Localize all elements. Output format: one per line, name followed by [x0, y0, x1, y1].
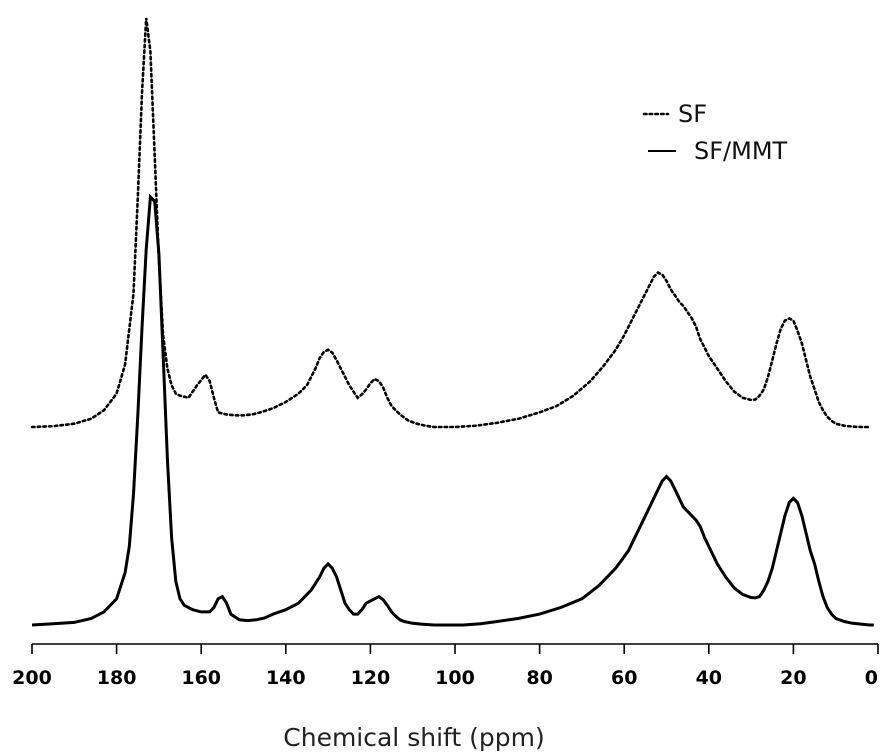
legend-label-sfmmt: SF/MMT: [694, 137, 788, 165]
x-axis-title: Chemical shift (ppm): [283, 723, 544, 752]
x-axis-tick-labels: 200 180 160 140 120 100 80 60 40 20 0: [12, 667, 878, 689]
plot-area: [30, 17, 874, 627]
x-tick-label-80: 80: [526, 667, 552, 689]
legend: SF SF/MMT: [642, 100, 788, 165]
x-tick-label-180: 180: [97, 667, 137, 689]
x-tick-label-160: 160: [181, 667, 221, 689]
x-axis-ticks: [31, 644, 879, 654]
x-tick-label-200: 200: [12, 667, 52, 689]
x-tick-label-140: 140: [266, 667, 306, 689]
x-tick-label-40: 40: [696, 667, 722, 689]
series-line-sfmmt: [31, 193, 874, 627]
x-tick-label-0: 0: [865, 667, 878, 689]
legend-label-sf: SF: [678, 100, 707, 128]
x-axis: 200 180 160 140 120 100 80 60 40 20 0: [12, 643, 879, 689]
x-tick-label-120: 120: [351, 667, 391, 689]
x-tick-label-60: 60: [611, 667, 637, 689]
series-line-sf: [30, 17, 871, 429]
x-tick-label-20: 20: [780, 667, 806, 689]
x-tick-label-100: 100: [435, 667, 475, 689]
